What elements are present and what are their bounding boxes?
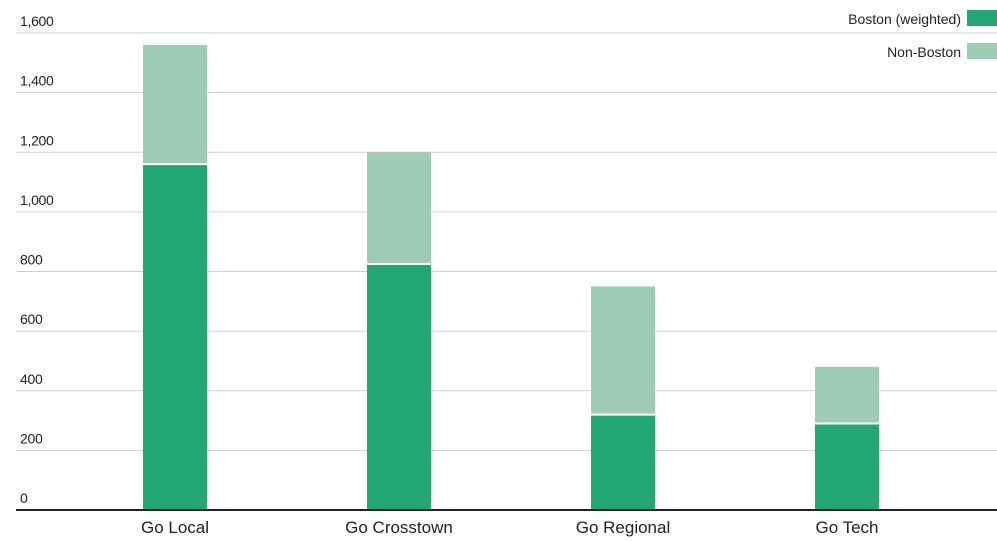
bar-boston-go-regional	[591, 414, 655, 510]
x-category-label: Go Crosstown	[345, 518, 453, 537]
x-axis-category-labels: Go Local Go Crosstown Go Regional Go Tech	[141, 518, 879, 537]
y-tick-label: 1,600	[20, 13, 54, 29]
y-tick-label: 1,400	[20, 73, 54, 89]
y-tick-label: 0	[20, 490, 28, 506]
bar-non-boston-go-regional	[591, 286, 655, 415]
legend: Boston (weighted) Non-Boston	[848, 10, 997, 60]
y-tick-label: 1,200	[20, 132, 54, 148]
x-category-label: Go Local	[141, 518, 209, 537]
y-tick-label: 400	[20, 371, 43, 387]
bar-non-boston-go-tech	[815, 366, 879, 424]
x-category-label: Go Regional	[576, 518, 671, 537]
legend-swatch	[967, 10, 997, 26]
legend-label: Non-Boston	[887, 44, 961, 60]
legend-label: Boston (weighted)	[848, 11, 961, 27]
x-category-label: Go Tech	[815, 518, 878, 537]
legend-swatch	[967, 43, 997, 59]
y-tick-label: 200	[20, 430, 43, 446]
bar-non-boston-go-crosstown	[367, 152, 431, 265]
bar-boston-go-crosstown	[367, 264, 431, 510]
bar-non-boston-go-local	[143, 44, 207, 165]
y-axis-tick-labels: 0 200 400 600 800 1,000 1,200 1,400 1,600	[20, 13, 54, 506]
y-tick-label: 1,000	[20, 192, 54, 208]
bar-boston-go-local	[143, 164, 207, 511]
y-tick-label: 800	[20, 252, 43, 268]
y-tick-label: 600	[20, 311, 43, 327]
bars	[143, 44, 879, 511]
bar-boston-go-tech	[815, 423, 879, 510]
